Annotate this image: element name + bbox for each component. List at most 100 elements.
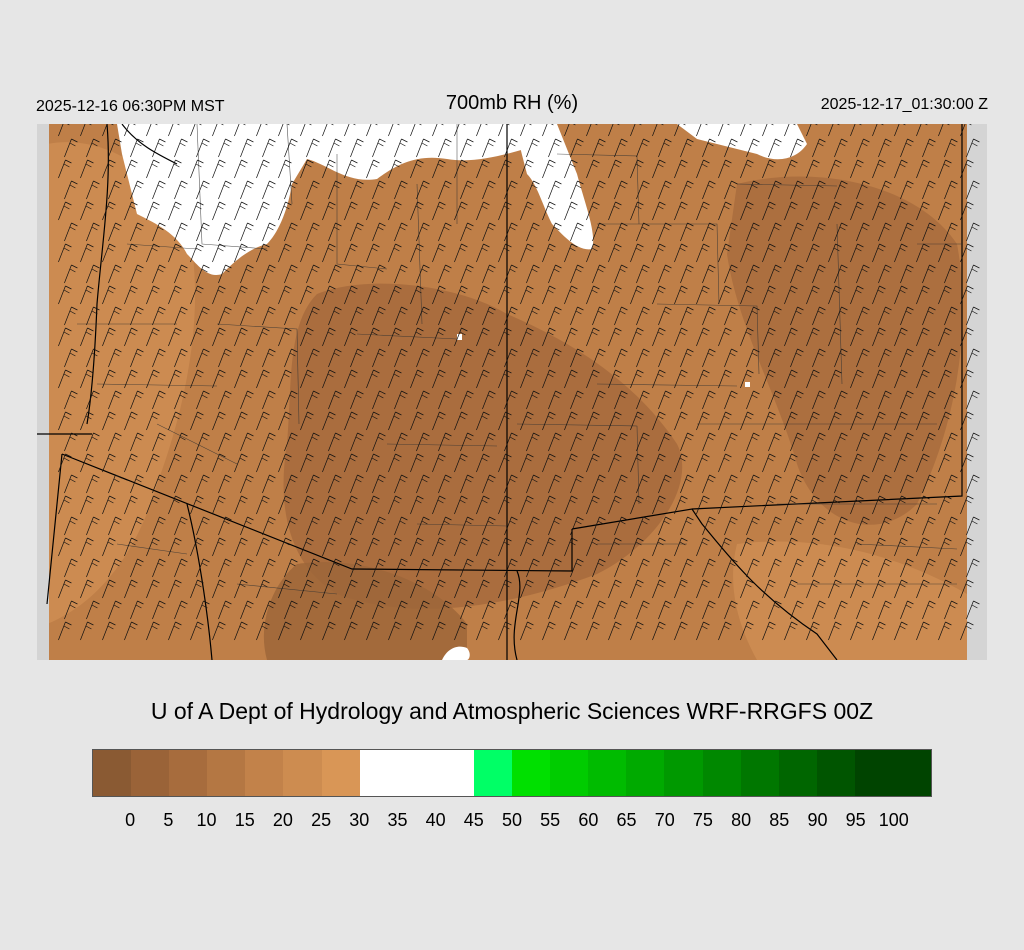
wind-barb (548, 600, 562, 620)
wind-barb (570, 432, 584, 452)
wind-barb (960, 495, 974, 515)
wind-barb (460, 390, 474, 410)
wind-barb (652, 159, 666, 179)
wind-barb (652, 495, 666, 515)
colorbar-swatch (93, 750, 132, 796)
wind-barb (944, 432, 958, 452)
wind-barb (702, 558, 716, 578)
wind-barb (608, 495, 622, 515)
wind-barb (856, 516, 870, 536)
wind-barb (872, 537, 886, 557)
wind-barb (504, 138, 518, 158)
wind-barb (366, 495, 380, 515)
wind-barb (58, 159, 72, 179)
wind-barb (174, 348, 188, 368)
wind-barb (944, 180, 958, 200)
wind-barb (300, 621, 314, 641)
wind-barb (922, 390, 936, 410)
wind-barb (674, 579, 688, 599)
wind-barb (344, 369, 358, 389)
wind-barb (724, 138, 738, 158)
wind-barb (762, 124, 774, 137)
wind-barb (300, 579, 314, 599)
wind-barb (784, 537, 798, 557)
colorbar-swatch (626, 750, 665, 796)
wind-barb (130, 432, 144, 452)
wind-barb (388, 285, 402, 305)
wind-barb (894, 411, 908, 431)
wind-barb (630, 285, 644, 305)
wind-barb (872, 621, 886, 641)
wind-barb (652, 537, 666, 557)
wind-barb (284, 180, 298, 200)
wind-barb (394, 558, 408, 578)
wind-barb (234, 495, 248, 515)
wind-barb (262, 180, 276, 200)
wind-barb (212, 285, 226, 305)
wind-barb (130, 390, 144, 410)
wind-barb (498, 201, 512, 221)
wind-barb (680, 222, 694, 242)
wind-barb (130, 558, 144, 578)
wind-barb (564, 537, 578, 557)
wind-barb (702, 180, 716, 200)
wind-barb (234, 411, 248, 431)
wind-barb (438, 264, 452, 284)
wind-barb (460, 432, 474, 452)
wind-barb (102, 369, 116, 389)
wind-barb (174, 432, 188, 452)
wind-barb (658, 432, 672, 452)
wind-barb (190, 411, 204, 431)
wind-barb (102, 159, 116, 179)
wind-barb (454, 579, 468, 599)
wind-barb (212, 621, 226, 641)
wind-barb (64, 180, 78, 200)
wind-barb (526, 558, 540, 578)
wind-barb (410, 453, 424, 473)
wind-barb (300, 537, 314, 557)
wind-barb (586, 579, 600, 599)
wind-barb (564, 201, 578, 221)
wind-barb (922, 138, 936, 158)
wind-barb (190, 285, 204, 305)
wind-barb (366, 621, 380, 641)
wind-barb (80, 495, 94, 515)
colorbar-swatch (854, 750, 893, 796)
wind-barb (586, 201, 600, 221)
wind-barb (476, 201, 490, 221)
wind-barb (674, 201, 688, 221)
wind-barb (476, 411, 490, 431)
wind-barb (482, 558, 496, 578)
wind-barb (262, 474, 276, 494)
wind-barb (696, 495, 710, 515)
wind-barb (718, 411, 732, 431)
wind-barb (702, 600, 716, 620)
wind-barb (432, 537, 446, 557)
wind-barb (328, 432, 342, 452)
wind-barb (564, 327, 578, 347)
wind-barb (900, 138, 914, 158)
wind-barb (548, 348, 562, 368)
wind-barb (64, 600, 78, 620)
wind-barb (740, 411, 754, 431)
wind-barb (526, 348, 540, 368)
wind-barb (432, 243, 446, 263)
wind-barb (328, 390, 342, 410)
wind-barb (696, 159, 710, 179)
wind-barb (174, 600, 188, 620)
wind-barb (696, 453, 710, 473)
wind-barb (64, 558, 78, 578)
wind-barb (960, 285, 974, 305)
wind-barb (482, 474, 496, 494)
wind-barb (812, 222, 826, 242)
wind-barb (168, 621, 182, 641)
wind-barb (460, 306, 474, 326)
wind-barb (328, 222, 342, 242)
wind-barb (614, 180, 628, 200)
wind-barb (784, 327, 798, 347)
wind-barb (570, 474, 584, 494)
wind-barb (916, 621, 930, 641)
wind-barb (196, 222, 210, 242)
wind-barb (262, 558, 276, 578)
wind-barb (900, 600, 914, 620)
